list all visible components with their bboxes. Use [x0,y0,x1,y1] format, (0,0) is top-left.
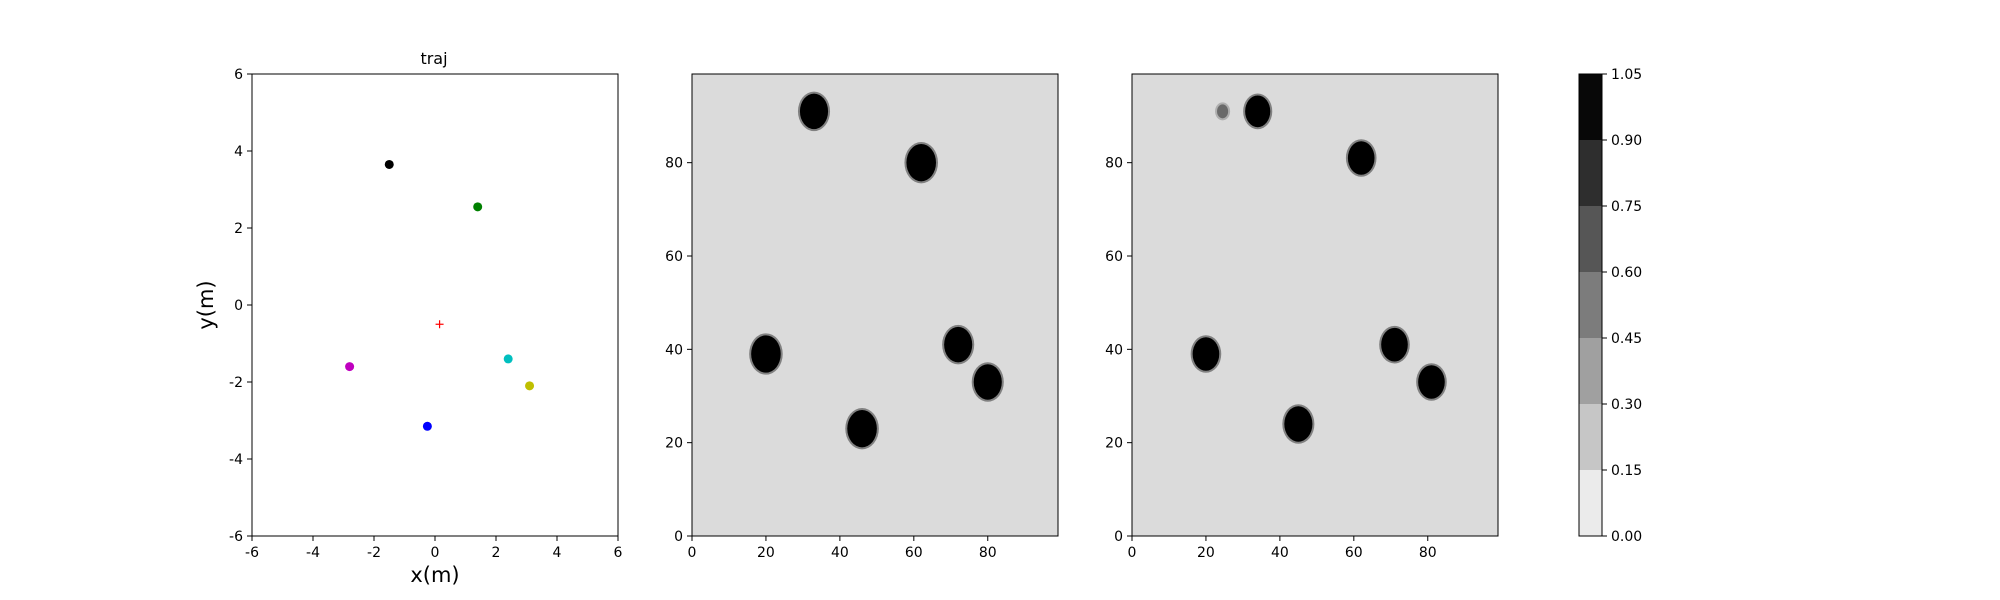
x-tick-label: 20 [1197,545,1215,561]
heatmap-blob [1416,363,1447,401]
x-tick-label: 40 [831,545,849,561]
y-tick-label: 4 [234,144,243,160]
colorbar: 0.00 0.15 0.30 0.45 0.60 0.75 0.90 1.05 [1578,67,1642,545]
colorbar-frame [1578,73,1603,537]
x-tick-label: -2 [367,545,381,561]
y-tick-label: 0 [234,298,243,314]
colorbar-tick-label: 1.05 [1611,67,1642,83]
heatmap-2-blobs [1190,93,1447,444]
y-tick-label: 60 [1105,249,1123,265]
scatter-point [384,159,394,169]
scatter-point [503,354,513,364]
y-tick-label: 20 [1105,436,1123,452]
heatmap-2-background [1132,74,1498,536]
heatmap-blob [1243,93,1273,130]
x-tick-label: -4 [306,545,320,561]
y-tick-label: -4 [229,452,243,468]
colorbar-tick-label: 0.75 [1611,199,1642,215]
traj-title: traj [420,49,447,68]
y-tick-label: 6 [234,67,243,83]
colorbar-tick-label: 0.90 [1611,133,1642,149]
x-tick-label: 20 [757,545,775,561]
x-tick-label: 60 [1345,545,1363,561]
heatmap-2-y-ticks: 0 20 40 60 80 [1105,156,1132,545]
heatmap-blob [1345,139,1377,177]
heatmap-panel-2: 0 20 40 60 80 0 20 40 60 80 [1105,73,1499,561]
heatmap-panel-1: 0 20 40 60 80 0 20 40 60 80 [665,73,1059,561]
colorbar-band [1579,404,1602,470]
x-tick-label: 80 [1419,545,1437,561]
y-tick-label: 40 [665,342,683,358]
heatmap-blob [904,142,938,184]
x-tick-label: -6 [245,545,259,561]
y-tick-label: 40 [1105,342,1123,358]
heatmap-2-axes-frame [1131,73,1499,537]
traj-x-ticks: -6 -4 -2 0 2 4 6 [245,536,623,561]
heatmap-1-blobs [749,91,1004,450]
y-tick-label: 20 [665,436,683,452]
colorbar-band [1579,206,1602,272]
colorbar-tick-label: 0.60 [1611,265,1642,281]
colorbar-tick-label: 0.45 [1611,331,1642,347]
traj-ylabel: y(m) [194,280,218,329]
y-tick-label: 0 [1114,529,1123,545]
scatter-point [525,381,535,391]
y-tick-label: 2 [234,221,243,237]
heatmap-1-axes-frame [691,73,1059,537]
colorbar-band [1579,74,1602,140]
y-tick-label: -6 [229,529,243,545]
y-tick-label: 80 [1105,156,1123,172]
x-tick-label: 40 [1271,545,1289,561]
colorbar-band [1579,338,1602,404]
scatter-point [345,362,355,372]
traj-axes-frame [251,73,619,537]
heatmap-blob [797,91,831,132]
traj-marks [345,159,535,431]
colorbar-band [1579,140,1602,206]
traj-y-ticks: -6 -4 -2 0 2 4 6 [229,67,252,545]
scatter-point [473,202,483,212]
y-tick-label: -2 [229,375,243,391]
colorbar-tick-label: 0.00 [1611,529,1642,545]
heatmap-blob [749,333,783,375]
scatter-point-plus [435,320,444,329]
heatmap-blob [942,324,975,365]
heatmap-blob [1190,335,1222,373]
x-tick-label: 6 [614,545,623,561]
colorbar-band [1579,470,1602,536]
heatmap-blob [845,408,879,450]
colorbar-bands [1579,74,1602,536]
x-tick-label: 0 [431,545,440,561]
heatmap-blob [1379,325,1410,364]
y-tick-label: 0 [674,529,683,545]
heatmap-blob [971,362,1004,402]
traj-panel: traj -6 -4 -2 0 2 4 6 -6 -4 -2 0 2 4 6 x(m) y(m) [194,49,623,587]
colorbar-ticks: 0.00 0.15 0.30 0.45 0.60 0.75 0.90 1.05 [1602,67,1642,545]
x-tick-label: 0 [1128,545,1137,561]
heatmap-2-x-ticks: 0 20 40 60 80 [1128,536,1437,561]
colorbar-band [1579,272,1602,338]
heatmap-1-y-ticks: 0 20 40 60 80 [665,156,692,545]
y-tick-label: 80 [665,156,683,172]
x-tick-label: 2 [492,545,501,561]
heatmap-blob [1215,102,1231,121]
colorbar-tick-label: 0.30 [1611,397,1642,413]
x-tick-label: 80 [979,545,997,561]
heatmap-blob [1282,404,1315,444]
heatmap-1-background [692,74,1058,536]
x-tick-label: 4 [553,545,562,561]
x-tick-label: 0 [688,545,697,561]
heatmap-1-x-ticks: 0 20 40 60 80 [688,536,997,561]
traj-xlabel: x(m) [410,563,459,587]
x-tick-label: 60 [905,545,923,561]
y-tick-label: 60 [665,249,683,265]
colorbar-tick-label: 0.15 [1611,463,1642,479]
scatter-point [422,421,432,431]
